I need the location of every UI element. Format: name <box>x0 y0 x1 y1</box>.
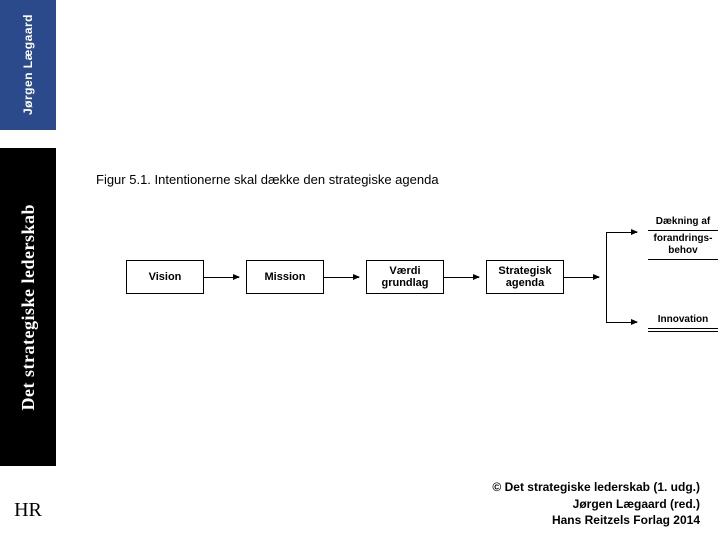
split-vline <box>606 232 607 322</box>
publisher-mark: HR <box>14 499 42 522</box>
sidebar-publisher-block: HR <box>0 480 56 540</box>
node-vision: Vision <box>126 260 204 294</box>
page: Jørgen Lægaard Det strategiske lederskab… <box>0 0 720 540</box>
sidebar-author: Jørgen Lægaard <box>21 14 35 115</box>
sidebar-title: Det strategiske lederskab <box>18 204 39 410</box>
sidebar-title-block: Det strategiske lederskab <box>0 148 56 466</box>
footer-editor: Jørgen Lægaard (red.) <box>492 496 700 512</box>
output-daekning: Dækning afforandrings-behov <box>648 216 718 260</box>
node-mission: Mission <box>246 260 324 294</box>
footer-publisher: Hans Reitzels Forlag 2014 <box>492 512 700 528</box>
arrow-1 <box>324 277 359 278</box>
node-agenda: Strategisk agenda <box>486 260 564 294</box>
flowchart: Vision Mission Værdi grundlag Strategisk ag… <box>96 210 716 340</box>
figure-caption: Figur 5.1. Intentionerne skal dække den … <box>96 172 439 187</box>
node-vaerdi: Værdi grundlag <box>366 260 444 294</box>
split-arrow-top <box>606 232 637 233</box>
footer-copyright: © Det strategiske lederskab (1. udg.) <box>492 479 700 495</box>
sidebar-gap <box>0 466 56 480</box>
arrow-2 <box>444 277 479 278</box>
footer: © Det strategiske lederskab (1. udg.) Jø… <box>492 479 700 528</box>
sidebar-gap <box>0 130 56 148</box>
arrow-0 <box>204 277 239 278</box>
output-innovation: Innovation <box>648 314 718 332</box>
arrow-3 <box>564 277 599 278</box>
split-arrow-bottom <box>606 322 637 323</box>
sidebar-author-block: Jørgen Lægaard <box>0 0 56 130</box>
main-content: Figur 5.1. Intentionerne skal dække den … <box>56 0 720 540</box>
sidebar: Jørgen Lægaard Det strategiske lederskab… <box>0 0 56 540</box>
